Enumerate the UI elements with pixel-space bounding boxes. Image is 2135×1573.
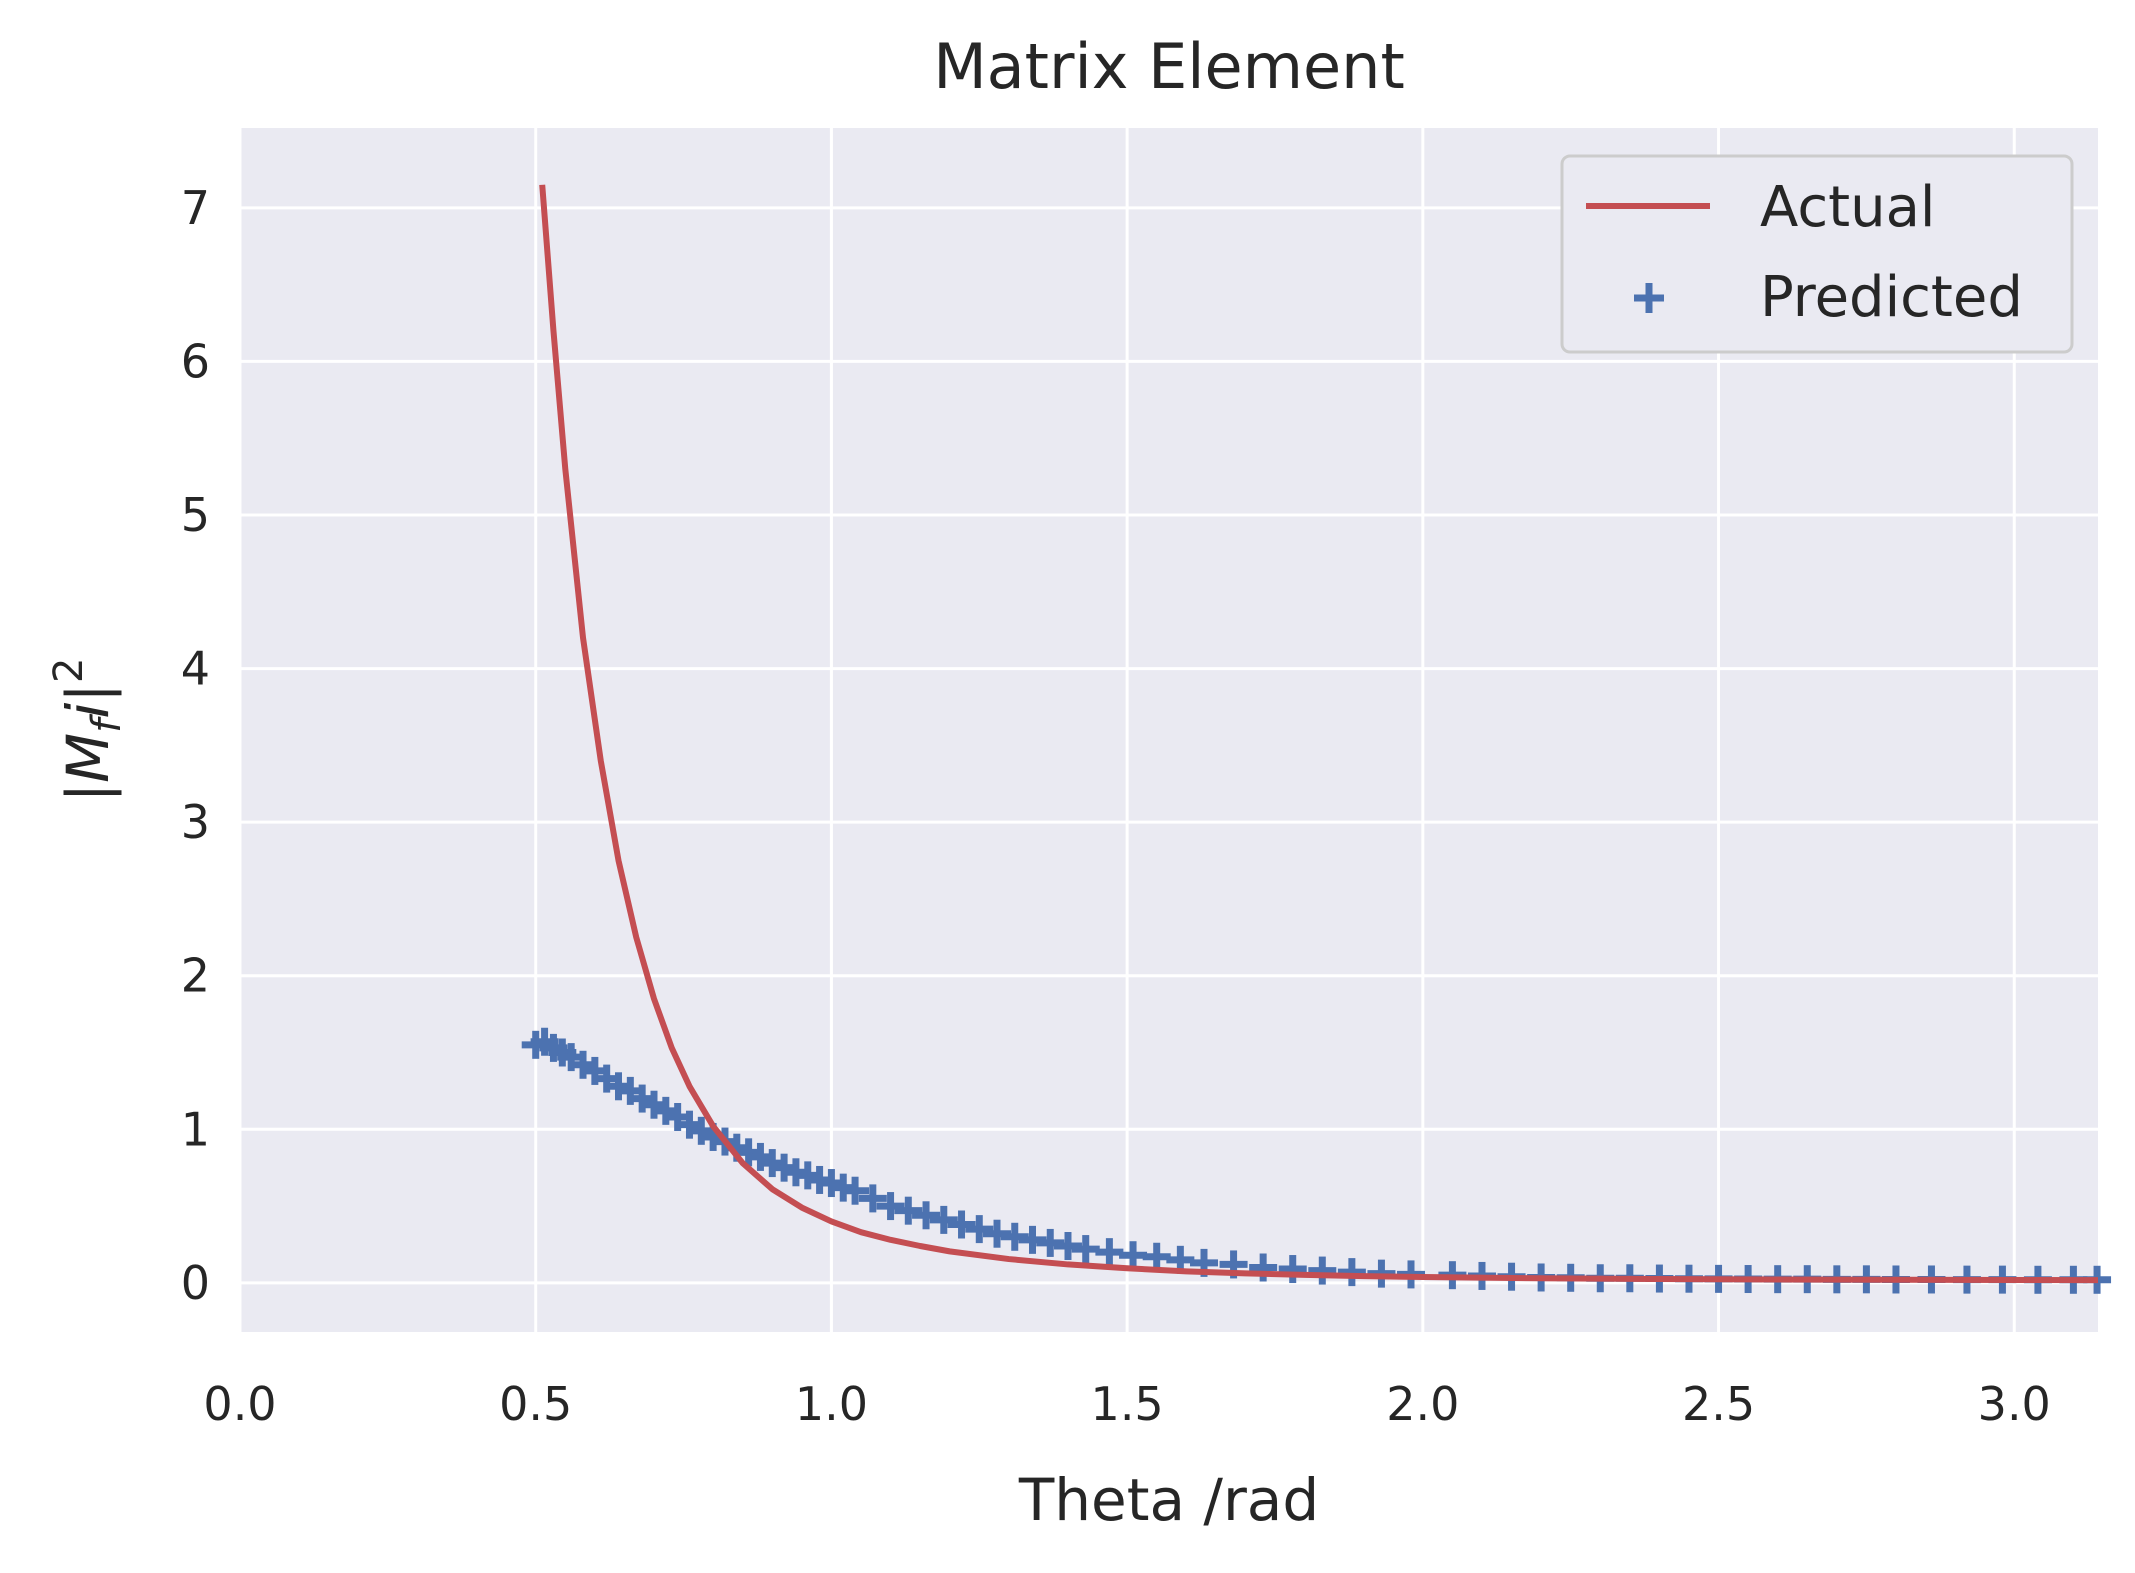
x-tick-label: 1.5 (1091, 1377, 1164, 1431)
y-tick-label: 7 (181, 181, 210, 235)
grid (238, 128, 2098, 1332)
predicted-point (1095, 1238, 1124, 1267)
y-tick-label: 5 (181, 488, 210, 542)
predicted-point (1278, 1255, 1307, 1284)
x-tick-label: 0.5 (499, 1377, 572, 1431)
y-axis-title: |Mfi|2 (46, 658, 130, 803)
y-tick-label: 2 (181, 949, 210, 1003)
series-layer (521, 184, 2112, 1294)
x-tick-label: 3.0 (1978, 1377, 2051, 1431)
chart-title: Matrix Element (933, 30, 1405, 103)
y-tick-label: 4 (181, 642, 210, 696)
y-tick-label: 0 (181, 1256, 210, 1310)
predicted-point (841, 1176, 870, 1205)
predicted-point (894, 1196, 923, 1225)
x-axis-title: Theta /rad (1018, 1466, 1319, 1534)
x-tick-label: 2.5 (1682, 1377, 1755, 1431)
x-tick-label: 1.0 (795, 1377, 868, 1431)
predicted-point (1142, 1242, 1171, 1271)
x-tick-labels: 0.0 0.5 1.0 1.5 2.0 2.5 3.0 (203, 1377, 2050, 1431)
predicted-point (1249, 1253, 1278, 1282)
predicted-point (947, 1210, 976, 1239)
predicted-point (858, 1184, 887, 1213)
legend-predicted-label: Predicted (1760, 265, 2023, 330)
predicted-point (1071, 1235, 1100, 1264)
predicted-point (929, 1205, 958, 1234)
y-axis-title-main: |M (54, 733, 122, 803)
predicted-point (965, 1215, 994, 1244)
y-axis-title-italic: i (54, 703, 122, 719)
predicted-point (1119, 1241, 1148, 1270)
y-tick-labels: 0 1 2 3 4 5 6 7 (181, 181, 210, 1310)
predicted-point (912, 1201, 941, 1230)
y-tick-label: 1 (181, 1102, 210, 1156)
predicted-point (1308, 1256, 1337, 1285)
actual-line (539, 184, 2099, 1284)
legend-actual-label: Actual (1760, 175, 1935, 240)
predicted-point (1337, 1258, 1366, 1287)
x-tick-label: 0.0 (203, 1377, 276, 1431)
legend: Actual Predicted (1560, 154, 2074, 354)
predicted-point (876, 1192, 905, 1221)
y-tick-label: 3 (181, 795, 210, 849)
x-tick-label: 2.0 (1386, 1377, 1459, 1431)
y-axis-title-close: | (54, 683, 122, 703)
y-axis-title-superscript: 2 (46, 658, 92, 683)
legend-predicted-swatch (1634, 283, 1664, 313)
y-tick-label: 6 (181, 334, 210, 388)
